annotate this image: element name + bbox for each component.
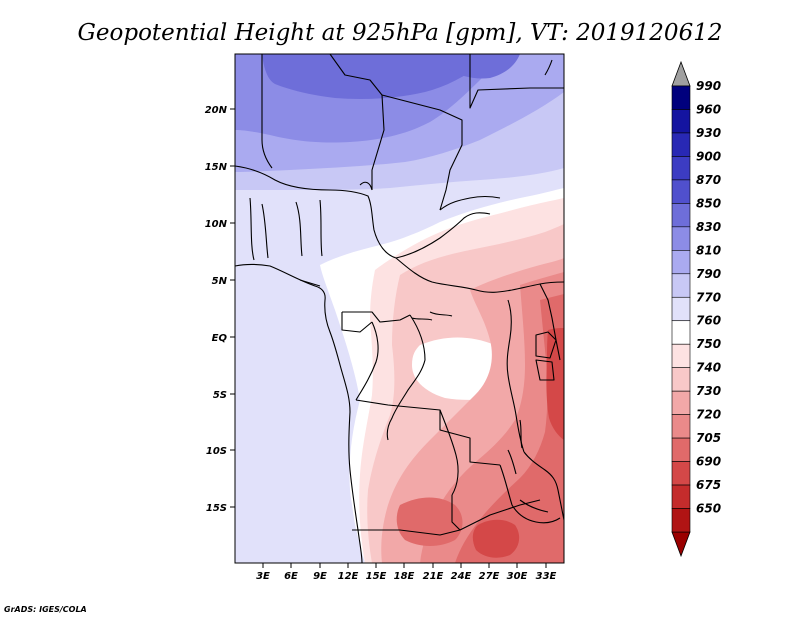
map-frame [234, 53, 565, 564]
lon-tick-label: 21E [423, 571, 444, 582]
lat-tick-label: 5N [212, 276, 228, 287]
colorbar-segment [671, 226, 691, 251]
colorbar-label: 870 [696, 173, 721, 187]
colorbar-label: 810 [696, 243, 721, 257]
lat-tick-label: 10N [205, 219, 228, 230]
colorbar-segment [671, 367, 691, 392]
colorbar-segment [671, 390, 691, 415]
colorbar-segment [671, 156, 691, 181]
colorbar-segment [671, 484, 691, 509]
lon-tick-label: 3E [256, 571, 270, 582]
lon-tick-label: 33E [536, 571, 557, 582]
colorbar-label: 770 [696, 290, 721, 304]
colorbar-label: 705 [696, 431, 721, 445]
colorbar-label: 790 [696, 267, 721, 281]
colorbar-segment [671, 461, 691, 486]
colorbar-label: 750 [696, 337, 721, 351]
lat-tick-label: 10S [206, 446, 227, 457]
colorbar-segment [671, 273, 691, 298]
lon-tick-label: 27E [479, 571, 500, 582]
colorbar-label: 760 [696, 314, 721, 328]
lon-tick-label: 24E [451, 571, 472, 582]
colorbar-label: 900 [696, 149, 721, 163]
lat-tick-label: 20N [205, 105, 228, 116]
lat-tick-label: EQ [212, 333, 228, 344]
lon-tick-label: 12E [338, 571, 359, 582]
colorbar-label: 720 [696, 408, 721, 422]
longitude-axis: 3E 6E 9E 12E 15E 18E 21E 24E 27E 30E 33E [256, 563, 557, 582]
colorbar-label: 740 [696, 361, 721, 375]
colorbar-segment [671, 437, 691, 462]
field-band-705 [455, 294, 564, 563]
chart-title: Geopotential Height at 925hPa [gpm], VT:… [78, 20, 723, 46]
colorbar-segment [671, 250, 691, 275]
colorbar-segment [671, 203, 691, 228]
colorbar-label: 690 [696, 455, 721, 469]
colorbar-top-arrow [671, 60, 691, 87]
colorbar-label: 850 [696, 196, 721, 210]
lon-tick-label: 6E [284, 571, 298, 582]
field-patch-690b [472, 519, 520, 558]
colorbar-label: 830 [696, 220, 721, 234]
colorbar-segment [671, 179, 691, 204]
colorbar-bottom-arrow [671, 531, 691, 558]
colorbar-segment [671, 109, 691, 134]
field-ocean [235, 264, 360, 563]
country-borders [235, 54, 564, 563]
map-field [235, 54, 564, 563]
colorbar-segment [671, 508, 691, 533]
colorbar: 990 960 930 900 870 850 830 810 790 770 760 750 740 7… [671, 60, 721, 558]
field-band-850 [262, 54, 470, 99]
colorbar-label: 960 [696, 102, 721, 116]
colorbar-segment [671, 85, 691, 110]
latitude-axis: 20N 15N 10N 5N EQ 5S 10S 15S [205, 105, 235, 514]
colorbar-segment [671, 343, 691, 368]
colorbar-label: 730 [696, 384, 721, 398]
colorbar-label: 990 [696, 79, 721, 93]
colorbar-segment [671, 414, 691, 439]
colorbar-label: 675 [696, 478, 721, 492]
field-patch-705b [396, 497, 463, 546]
lat-tick-label: 15N [205, 162, 228, 173]
colorbar-segment [671, 132, 691, 157]
lon-tick-label: 9E [313, 571, 327, 582]
colorbar-label: 930 [696, 126, 721, 140]
lon-tick-label: 15E [366, 571, 387, 582]
credit-label: GrADS: IGES/COLA [4, 605, 87, 614]
field-patch-850b [440, 54, 520, 79]
lat-tick-label: 15S [206, 503, 227, 514]
lat-tick-label: 5S [213, 390, 227, 401]
lon-tick-label: 30E [507, 571, 528, 582]
lon-tick-label: 18E [394, 571, 415, 582]
colorbar-segment [671, 296, 691, 322]
colorbar-segment [671, 320, 691, 345]
colorbar-label: 650 [696, 502, 721, 516]
